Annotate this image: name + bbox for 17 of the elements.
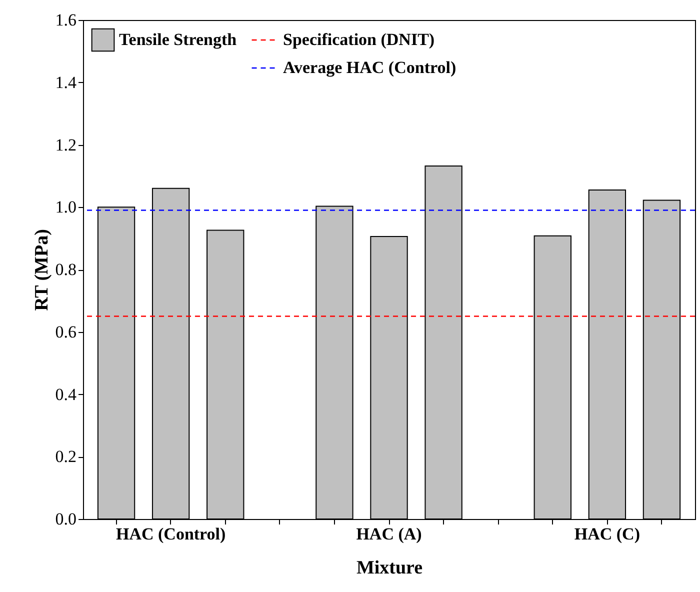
y-tick-label: 0.2: [55, 447, 76, 466]
y-tick-label: 0.4: [55, 384, 77, 404]
y-tick-label: 0.6: [55, 322, 76, 342]
legend-label: Average HAC (Control): [283, 58, 456, 77]
y-axis-title: RT (MPa): [31, 229, 52, 311]
y-tick-label: 0.0: [55, 510, 76, 528]
y-tick-label: 1.4: [55, 72, 77, 92]
y-tick-label: 1.2: [55, 135, 76, 154]
x-tick-label: HAC (C): [574, 524, 640, 544]
y-tick-label: 1.0: [55, 198, 76, 217]
x-axis-title: Mixture: [356, 558, 423, 578]
y-tick-label: 1.6: [55, 10, 76, 30]
x-tick-label: HAC (A): [356, 524, 422, 544]
y-tick-label: 0.8: [55, 260, 76, 279]
x-tick-label: HAC (Control): [116, 524, 226, 544]
legend-label: Specification (DNIT): [283, 30, 435, 49]
legend-label: Tensile Strength: [119, 30, 238, 49]
